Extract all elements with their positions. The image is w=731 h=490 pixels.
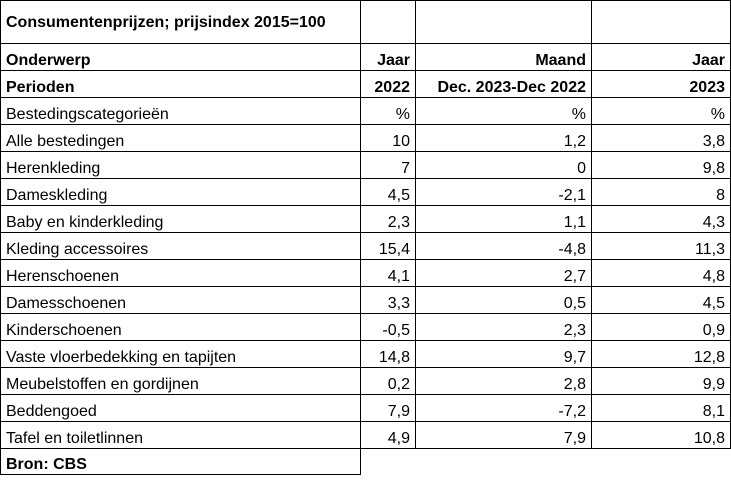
value-month: -4,8: [415, 232, 592, 260]
table-row: Kleding accessoires 15,4 -4,8 11,3: [0, 232, 731, 260]
value-2022: 7,9: [360, 394, 416, 422]
value-2022: 0,2: [360, 367, 416, 395]
value-2022: 3,3: [360, 286, 416, 314]
value-month: 1,1: [415, 205, 592, 233]
value-month: 0: [415, 151, 592, 179]
period-2022: 2022: [360, 70, 416, 98]
value-2022: 4,1: [360, 259, 416, 287]
value-2022: 4,9: [360, 421, 416, 449]
value-2023: 11,3: [591, 232, 731, 260]
value-2022: 15,4: [360, 232, 416, 260]
empty-cell: [360, 448, 416, 475]
table-row: Kinderschoenen -0,5 2,3 0,9: [0, 313, 731, 341]
unit-cell: %: [415, 97, 592, 125]
value-month: 1,2: [415, 124, 592, 152]
row-label: Tafel en toiletlinnen: [0, 421, 361, 449]
row-label: Herenkleding: [0, 151, 361, 179]
table-body: Consumentenprijzen; prijsindex 2015=100 …: [0, 0, 731, 475]
title-row: Consumentenprijzen; prijsindex 2015=100: [0, 0, 731, 44]
row-label: Kleding accessoires: [0, 232, 361, 260]
value-month: -7,2: [415, 394, 592, 422]
table-row: Beddengoed 7,9 -7,2 8,1: [0, 394, 731, 422]
value-2023: 4,8: [591, 259, 731, 287]
perioden-label: Perioden: [0, 70, 361, 98]
row-label: Damesschoenen: [0, 286, 361, 314]
table-row: Meubelstoffen en gordijnen 0,2 2,8 9,9: [0, 367, 731, 395]
row-label: Baby en kinderkleding: [0, 205, 361, 233]
row-label: Meubelstoffen en gordijnen: [0, 367, 361, 395]
table-row: Dameskleding 4,5 -2,1 8: [0, 178, 731, 206]
table-row: Alle bestedingen 10 1,2 3,8: [0, 124, 731, 152]
column-header-jaar-2022: Jaar: [360, 43, 416, 71]
source-row: Bron: CBS: [0, 448, 731, 475]
value-2023: 3,8: [591, 124, 731, 152]
value-2022: -0,5: [360, 313, 416, 341]
value-2023: 9,8: [591, 151, 731, 179]
table-row: Herenkleding 7 0 9,8: [0, 151, 731, 179]
empty-cell: [591, 448, 731, 475]
value-2022: 4,5: [360, 178, 416, 206]
empty-cell: [591, 0, 731, 44]
period-dec-2023-dec-2022: Dec. 2023-Dec 2022: [415, 70, 592, 98]
value-month: 9,7: [415, 340, 592, 368]
table-row: Damesschoenen 3,3 0,5 4,5: [0, 286, 731, 314]
value-2023: 12,8: [591, 340, 731, 368]
value-2022: 14,8: [360, 340, 416, 368]
column-header-jaar-2023: Jaar: [591, 43, 731, 71]
value-month: 2,8: [415, 367, 592, 395]
row-label: Dameskleding: [0, 178, 361, 206]
table-row: Herenschoenen 4,1 2,7 4,8: [0, 259, 731, 287]
value-2023: 0,9: [591, 313, 731, 341]
row-label: Vaste vloerbedekking en tapijten: [0, 340, 361, 368]
table-row: Tafel en toiletlinnen 4,9 7,9 10,8: [0, 421, 731, 449]
unit-cell: %: [591, 97, 731, 125]
column-header-maand: Maand: [415, 43, 592, 71]
value-month: 2,3: [415, 313, 592, 341]
row-label: Beddengoed: [0, 394, 361, 422]
header-row-periods: Perioden 2022 Dec. 2023-Dec 2022 2023: [0, 70, 731, 98]
value-2023: 9,9: [591, 367, 731, 395]
price-index-table: Consumentenprijzen; prijsindex 2015=100 …: [0, 0, 731, 475]
value-2023: 8: [591, 178, 731, 206]
unit-row: Bestedingscategorieën % % %: [0, 97, 731, 125]
value-2023: 10,8: [591, 421, 731, 449]
value-2023: 8,1: [591, 394, 731, 422]
category-header: Bestedingscategorieën: [0, 97, 361, 125]
table-row: Vaste vloerbedekking en tapijten 14,8 9,…: [0, 340, 731, 368]
value-2022: 2,3: [360, 205, 416, 233]
value-month: 2,7: [415, 259, 592, 287]
empty-cell: [360, 0, 416, 44]
empty-cell: [415, 448, 592, 475]
value-2022: 10: [360, 124, 416, 152]
row-label: Alle bestedingen: [0, 124, 361, 152]
value-2023: 4,3: [591, 205, 731, 233]
value-2023: 4,5: [591, 286, 731, 314]
unit-cell: %: [360, 97, 416, 125]
table-title: Consumentenprijzen; prijsindex 2015=100: [0, 0, 361, 44]
value-month: -2,1: [415, 178, 592, 206]
period-2023: 2023: [591, 70, 731, 98]
table-row: Baby en kinderkleding 2,3 1,1 4,3: [0, 205, 731, 233]
row-label: Kinderschoenen: [0, 313, 361, 341]
onderwerp-label: Onderwerp: [0, 43, 361, 71]
row-label: Herenschoenen: [0, 259, 361, 287]
empty-cell: [415, 0, 592, 44]
header-row-subject: Onderwerp Jaar Maand Jaar: [0, 43, 731, 71]
value-2022: 7: [360, 151, 416, 179]
value-month: 7,9: [415, 421, 592, 449]
source-note: Bron: CBS: [0, 448, 361, 475]
value-month: 0,5: [415, 286, 592, 314]
